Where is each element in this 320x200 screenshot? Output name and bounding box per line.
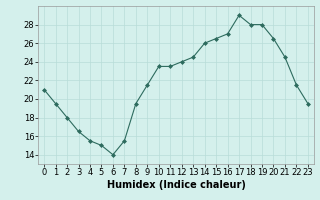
X-axis label: Humidex (Indice chaleur): Humidex (Indice chaleur) — [107, 180, 245, 190]
